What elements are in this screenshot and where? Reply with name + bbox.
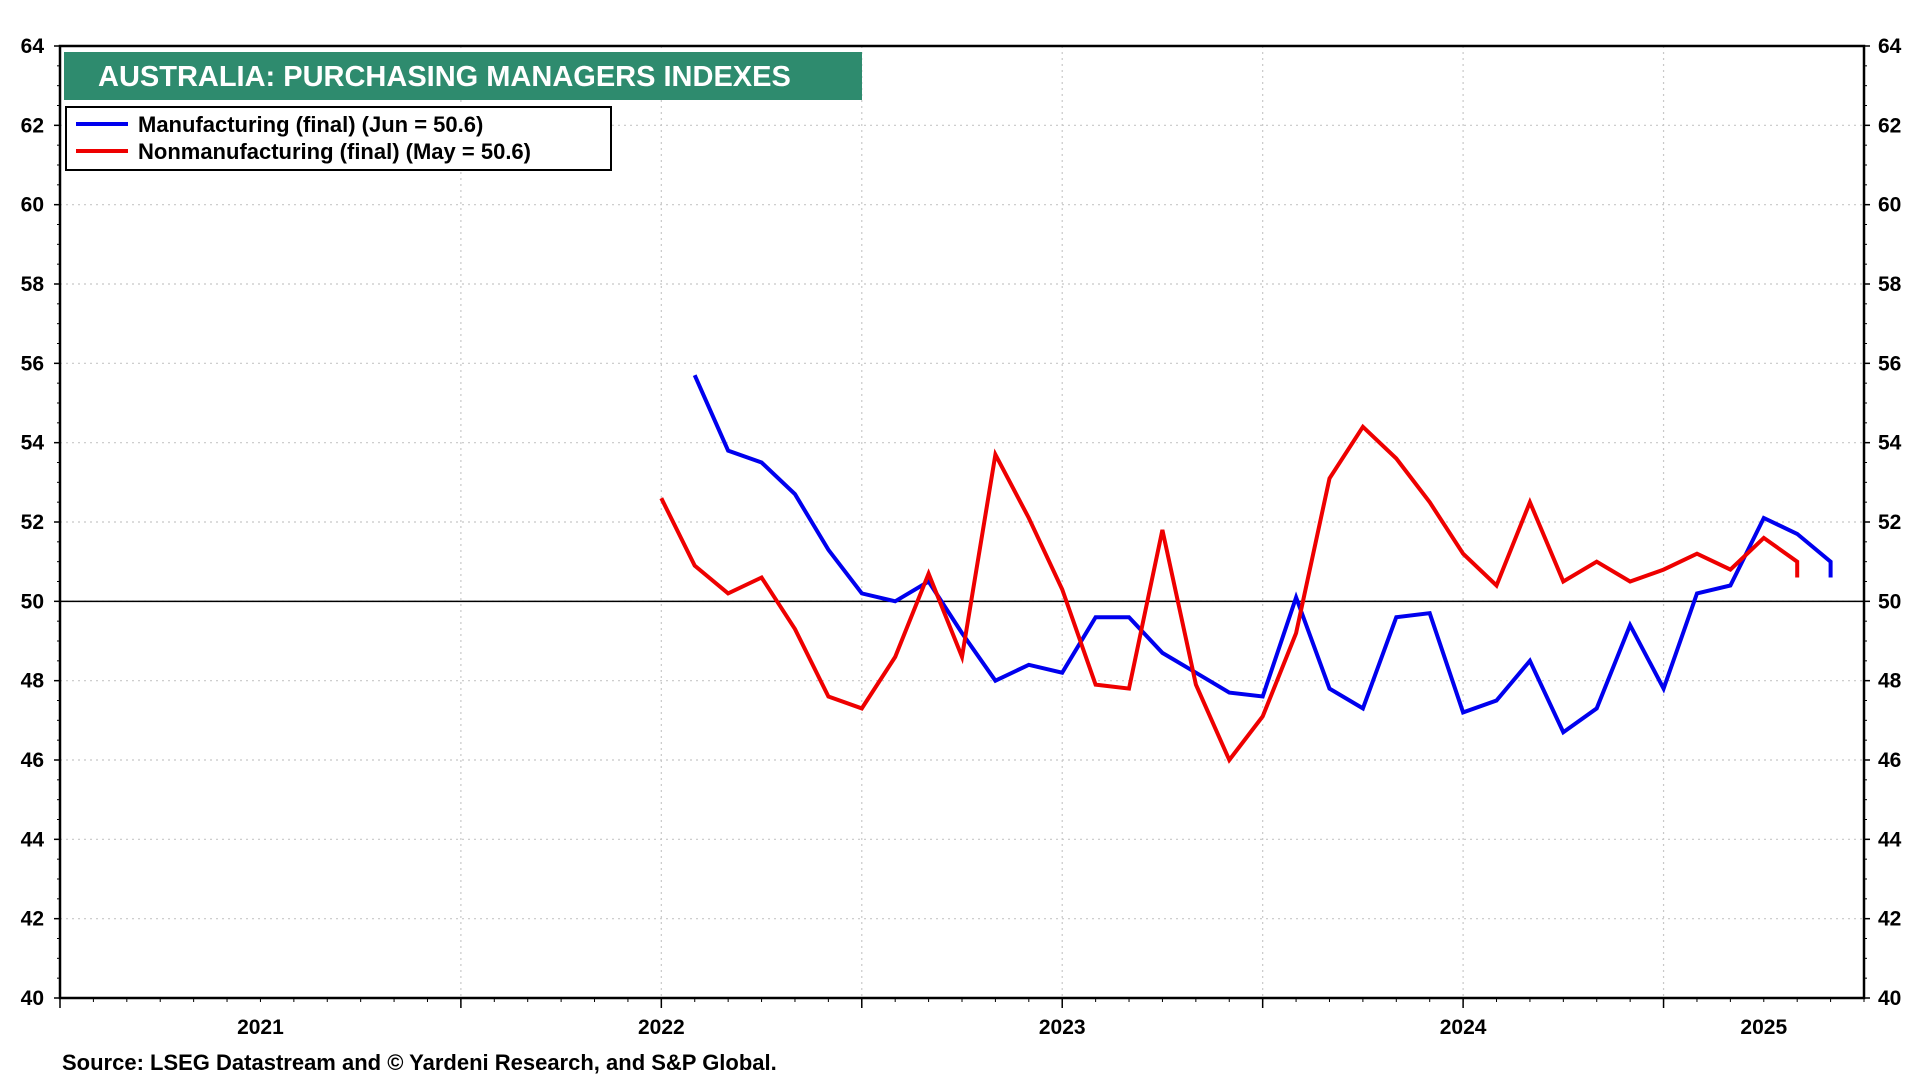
manufacturing-line — [692, 374, 1833, 736]
series-layer — [659, 374, 1833, 764]
y-tick-label-left: 60 — [21, 194, 44, 217]
y-tick-label-left: 44 — [21, 828, 45, 851]
source-note: Source: LSEG Datastream and © Yardeni Re… — [62, 1050, 777, 1075]
y-tick-label-right: 50 — [1878, 590, 1901, 613]
y-tick-label-right: 46 — [1878, 749, 1901, 772]
y-tick-label-right: 58 — [1878, 273, 1902, 296]
y-tick-label-left: 52 — [21, 511, 44, 534]
y-tick-label-left: 62 — [21, 114, 44, 137]
y-tick-label-left: 54 — [21, 432, 45, 455]
legend: Manufacturing (final) (Jun = 50.6) Nonma… — [65, 106, 612, 171]
y-tick-label-right: 40 — [1878, 987, 1901, 1010]
y-tick-label-right: 52 — [1878, 511, 1901, 534]
y-tick-label-right: 54 — [1878, 432, 1902, 455]
legend-label-manufacturing: Manufacturing (final) (Jun = 50.6) — [138, 112, 483, 137]
title-background — [64, 52, 862, 100]
y-tick-label-right: 62 — [1878, 114, 1901, 137]
y-tick-label-right: 44 — [1878, 828, 1902, 851]
y-tick-label-right: 64 — [1878, 35, 1902, 58]
legend-box — [65, 106, 612, 171]
x-tick-label: 2024 — [1440, 1016, 1487, 1039]
y-tick-label-right: 56 — [1878, 352, 1901, 375]
y-tick-label-left: 64 — [21, 35, 45, 58]
y-tick-label-left: 46 — [21, 749, 44, 772]
chart-title: AUSTRALIA: PURCHASING MANAGERS INDEXES — [98, 61, 791, 93]
x-tick-label: 2021 — [237, 1016, 284, 1039]
y-tick-label-right: 60 — [1878, 194, 1901, 217]
x-tick-label: 2025 — [1740, 1016, 1787, 1039]
nonmanufacturing-line — [659, 423, 1800, 764]
y-tick-label-left: 56 — [21, 352, 44, 375]
y-tick-label-right: 48 — [1878, 670, 1902, 693]
axis-layer: 40 40 42 42 44 44 46 46 48 48 50 50 52 52 54 54 56 56 58 58… — [21, 35, 1902, 1039]
chart-title-box: AUSTRALIA: PURCHASING MANAGERS INDEXES — [64, 52, 862, 100]
y-tick-label-left: 40 — [21, 987, 44, 1010]
y-tick-label-left: 42 — [21, 908, 44, 931]
grid-layer — [60, 46, 1864, 998]
y-tick-label-left: 50 — [21, 590, 44, 613]
y-tick-label-left: 48 — [21, 670, 45, 693]
y-tick-label-left: 58 — [21, 273, 45, 296]
x-tick-label: 2023 — [1039, 1016, 1086, 1039]
legend-label-nonmanufacturing: Nonmanufacturing (final) (May = 50.6) — [138, 139, 531, 164]
y-tick-label-right: 42 — [1878, 908, 1901, 931]
x-tick-label: 2022 — [638, 1016, 685, 1039]
